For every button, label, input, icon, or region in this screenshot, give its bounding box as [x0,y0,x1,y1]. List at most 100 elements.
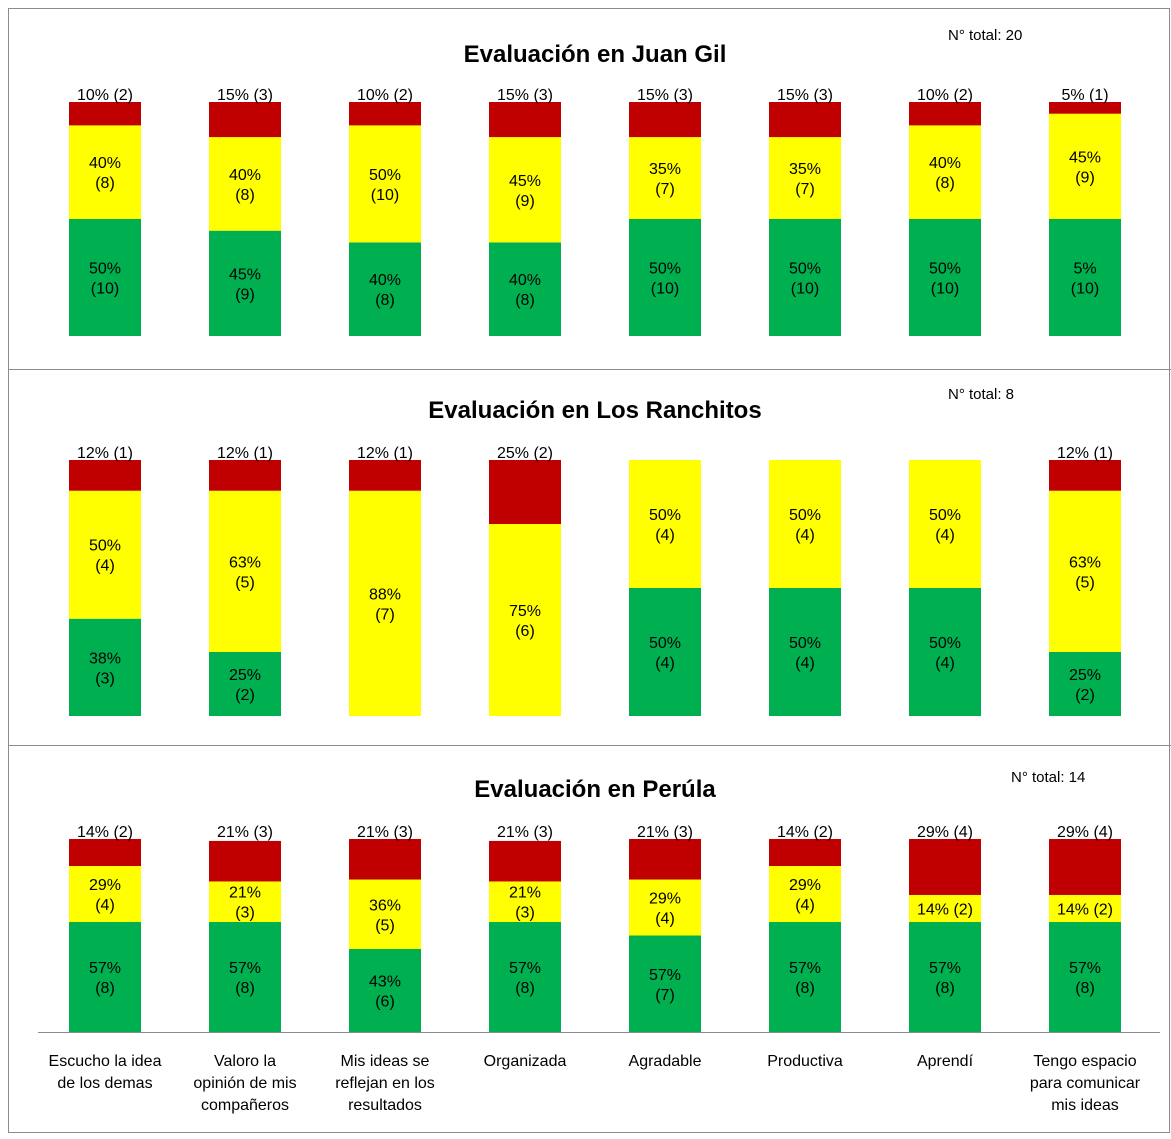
data-label: 21% [229,885,261,902]
data-label: 63% [1069,554,1101,571]
bar-green [629,588,701,716]
data-label: (10) [91,281,119,298]
data-label: 50% [929,635,961,652]
bar-red [209,460,281,491]
x-tick-label: para comunicar [1030,1075,1141,1092]
x-tick-label: Mis ideas se [341,1053,430,1070]
bar-green [909,588,981,716]
bar-green [629,935,701,1032]
bar-red [69,839,141,867]
bar-green [909,921,981,1032]
bar-yellow [1049,490,1121,652]
total-count-label: N° total: 20 [948,27,1022,44]
data-label: (3) [95,670,115,687]
data-label: 29% [649,891,681,908]
data-label: 10% (2) [357,87,413,104]
x-tick-label: Escucho la idea [49,1053,162,1070]
data-label: 50% [369,167,401,184]
x-tick-label: de los demas [57,1075,152,1092]
bar-red [489,460,561,524]
data-label: (9) [235,286,255,303]
data-label: (9) [515,193,535,210]
data-label: (4) [95,897,115,914]
figure-frame [8,8,1170,1133]
data-label: (10) [931,281,959,298]
data-label: (4) [935,527,955,544]
bar-red [769,102,841,138]
bar-green [1049,219,1121,336]
data-label: 43% [369,974,401,991]
data-label: 50% [649,507,681,524]
bar-yellow [909,125,981,219]
bar-green [209,652,281,716]
data-label: 10% (2) [77,87,133,104]
bar-red [1049,460,1121,491]
data-label: (10) [791,281,819,298]
bar-yellow [209,490,281,652]
data-label: 21% (3) [637,824,693,841]
data-label: 14% (2) [917,901,973,918]
data-label: (7) [795,181,815,198]
data-label: (2) [235,687,255,704]
data-label: 57% [229,960,261,977]
bar-green [349,242,421,336]
data-label: 21% (3) [357,824,413,841]
bar-yellow [629,137,701,219]
data-label: 50% [929,261,961,278]
data-label: 21% [509,885,541,902]
bar-yellow [349,879,421,950]
bar-green [69,618,141,716]
data-label: 50% [929,507,961,524]
data-label: (10) [1071,281,1099,298]
x-tick-label: resultados [348,1097,422,1114]
bar-yellow [629,879,701,936]
bar-red [1049,839,1121,895]
bar-yellow [769,460,841,588]
bar-red [909,102,981,126]
data-label: 35% [789,161,821,178]
data-label: (10) [371,187,399,204]
data-label: 50% [89,538,121,555]
bar-green [209,921,281,1032]
bar-yellow [489,137,561,243]
data-label: 25% [229,667,261,684]
data-label: (7) [655,987,675,1004]
data-label: 45% [1069,149,1101,166]
data-label: 5% (1) [1061,87,1108,104]
data-label: (4) [95,558,115,575]
chart-panel: Evaluación en Juan Gil N° total: 20 50% (10… [69,27,1121,336]
data-label: 10% (2) [917,87,973,104]
data-label: 50% [649,261,681,278]
bar-yellow [769,866,841,922]
bar-red [349,839,421,880]
x-tick-label: Valoro la [214,1053,276,1070]
bar-yellow [909,894,981,922]
data-label: 25% (2) [497,445,553,462]
data-label: 40% [509,272,541,289]
data-label: 12% (1) [357,445,413,462]
data-label: 29% [89,877,121,894]
chart-title: Evaluación en Los Ranchitos [428,397,761,424]
data-label: (8) [795,980,815,997]
bar-green [769,219,841,336]
data-label: (6) [515,623,535,640]
data-label: (4) [795,527,815,544]
data-label: 50% [89,261,121,278]
data-label: 63% [229,554,261,571]
data-label: 12% (1) [217,445,273,462]
data-label: (8) [515,292,535,309]
bar-green [769,921,841,1032]
data-label: (5) [1075,574,1095,591]
data-label: (8) [95,175,115,192]
data-label: (4) [935,655,955,672]
data-label: 50% [789,261,821,278]
data-label: (7) [655,181,675,198]
data-label: 57% [89,960,121,977]
bar-green [489,242,561,336]
bar-red [629,102,701,138]
bar-yellow [349,125,421,243]
data-label: (7) [375,606,395,623]
x-tick-label: Organizada [484,1053,567,1070]
